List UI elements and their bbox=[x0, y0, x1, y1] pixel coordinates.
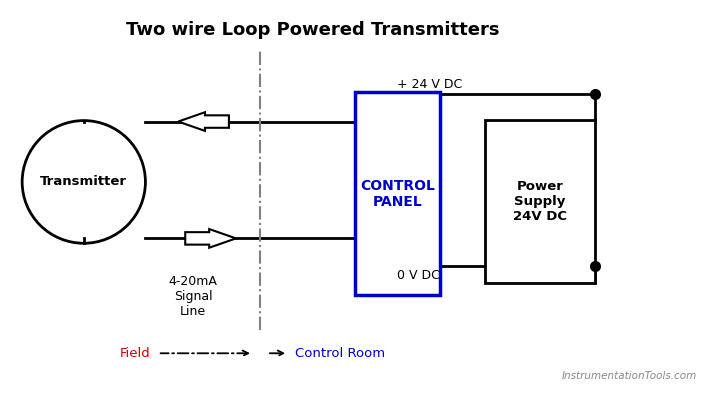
Text: 4-20mA
Signal
Line: 4-20mA Signal Line bbox=[168, 275, 217, 318]
Text: CONTROL
PANEL: CONTROL PANEL bbox=[360, 179, 435, 209]
Bar bbox=[486, 120, 594, 283]
Text: + 24 V DC: + 24 V DC bbox=[398, 78, 462, 91]
Text: Two wire Loop Powered Transmitters: Two wire Loop Powered Transmitters bbox=[126, 21, 499, 39]
Bar bbox=[355, 92, 439, 295]
Text: Field: Field bbox=[120, 347, 151, 360]
Text: Transmitter: Transmitter bbox=[40, 175, 127, 188]
Text: InstrumentationTools.com: InstrumentationTools.com bbox=[562, 371, 697, 380]
FancyArrow shape bbox=[178, 112, 229, 131]
Text: 0 V DC: 0 V DC bbox=[398, 269, 440, 282]
Text: Control Room: Control Room bbox=[295, 347, 386, 360]
Text: Power
Supply
24V DC: Power Supply 24V DC bbox=[513, 180, 567, 223]
FancyArrow shape bbox=[185, 229, 236, 248]
